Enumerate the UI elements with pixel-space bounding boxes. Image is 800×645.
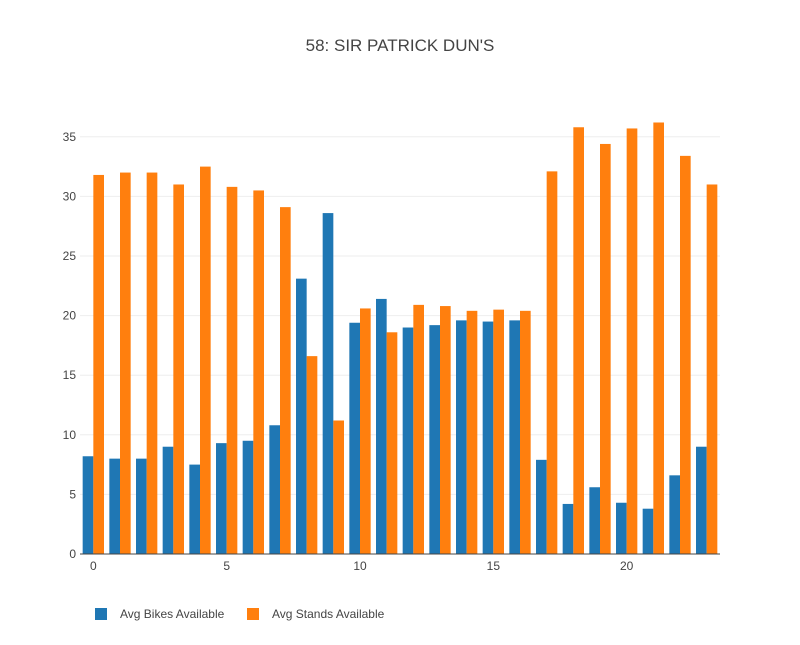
bar-stands-hour-12[interactable] <box>413 304 424 554</box>
bar-bikes-hour-11[interactable] <box>376 298 387 554</box>
bar-bikes-hour-5[interactable] <box>216 443 227 554</box>
bar-stands-hour-9[interactable] <box>333 420 344 554</box>
y-tick-label: 35 <box>63 130 77 144</box>
x-tick-label: 0 <box>90 559 97 573</box>
bar-bikes-hour-12[interactable] <box>402 327 414 554</box>
bar-bikes-hour-2[interactable] <box>136 458 147 554</box>
y-tick-label: 5 <box>69 487 76 501</box>
bar-bikes-hour-4[interactable] <box>189 464 200 554</box>
bar-stands-hour-2[interactable] <box>146 172 158 554</box>
bar-bikes-hour-23[interactable] <box>696 446 707 554</box>
legend[interactable]: Avg Bikes Available Avg Stands Available <box>95 607 385 621</box>
legend-swatch <box>247 608 259 620</box>
bar-bikes-hour-10[interactable] <box>349 322 360 554</box>
bar-bikes-hour-18[interactable] <box>562 503 574 554</box>
y-axis-ticks: 0 5 10 15 20 25 30 35 <box>63 130 77 561</box>
bar-stands-hour-6[interactable] <box>253 190 264 554</box>
bar-bikes-hour-15[interactable] <box>482 321 494 554</box>
x-tick-label: 15 <box>487 559 501 573</box>
bar-bikes-hour-21[interactable] <box>642 508 654 554</box>
bar-bikes-hour-13[interactable] <box>429 325 440 554</box>
bar-stands-hour-21[interactable] <box>653 122 664 554</box>
bar-stands-hour-7[interactable] <box>280 207 291 555</box>
grid-lines <box>80 136 720 495</box>
bar-bikes-hour-17[interactable] <box>536 459 547 554</box>
y-tick-label: 25 <box>63 249 77 263</box>
chart-title: 58: SIR PATRICK DUN'S <box>306 36 495 55</box>
bars <box>82 122 718 555</box>
bar-stands-hour-5[interactable] <box>226 186 238 554</box>
legend-swatch <box>95 608 107 620</box>
y-tick-label: 10 <box>63 428 77 442</box>
legend-item-bikes[interactable]: Avg Bikes Available <box>95 607 225 621</box>
bar-stands-hour-3[interactable] <box>173 184 184 555</box>
bar-stands-hour-14[interactable] <box>466 310 478 554</box>
y-tick-label: 30 <box>63 189 77 203</box>
y-tick-label: 20 <box>63 309 77 323</box>
bar-bikes-hour-8[interactable] <box>296 278 307 554</box>
bar-stands-hour-15[interactable] <box>493 309 504 554</box>
bar-stands-hour-23[interactable] <box>706 184 718 555</box>
x-tick-label: 20 <box>620 559 634 573</box>
y-tick-label: 15 <box>63 368 77 382</box>
bar-stands-hour-18[interactable] <box>573 127 584 554</box>
bar-bikes-hour-19[interactable] <box>589 487 600 554</box>
bar-stands-hour-22[interactable] <box>680 155 691 554</box>
bar-stands-hour-17[interactable] <box>546 171 558 555</box>
bar-stands-hour-13[interactable] <box>440 306 451 554</box>
x-tick-label: 10 <box>353 559 367 573</box>
bar-stands-hour-16[interactable] <box>520 310 531 554</box>
bar-bikes-hour-0[interactable] <box>82 456 94 554</box>
bar-bikes-hour-14[interactable] <box>456 320 467 554</box>
bar-stands-hour-4[interactable] <box>200 166 211 554</box>
bar-bikes-hour-7[interactable] <box>269 425 280 554</box>
bar-bikes-hour-3[interactable] <box>162 446 174 554</box>
bar-bikes-hour-6[interactable] <box>242 440 254 554</box>
legend-label: Avg Bikes Available <box>120 607 225 621</box>
x-axis-ticks: 0 5 10 15 20 <box>90 559 634 573</box>
bar-bikes-hour-20[interactable] <box>616 502 627 554</box>
bar-stands-hour-8[interactable] <box>306 356 318 554</box>
bar-bikes-hour-9[interactable] <box>322 213 334 554</box>
bar-stands-hour-20[interactable] <box>626 128 638 554</box>
bar-stands-hour-11[interactable] <box>386 332 398 554</box>
legend-item-stands[interactable]: Avg Stands Available <box>247 607 385 621</box>
x-tick-label: 5 <box>223 559 230 573</box>
bar-bikes-hour-16[interactable] <box>509 320 520 554</box>
y-tick-label: 0 <box>69 547 76 561</box>
bar-stands-hour-10[interactable] <box>360 308 371 554</box>
bar-bikes-hour-1[interactable] <box>109 458 120 554</box>
legend-label: Avg Stands Available <box>272 607 385 621</box>
bar-bikes-hour-22[interactable] <box>669 475 680 554</box>
bar-stands-hour-0[interactable] <box>93 174 104 554</box>
bar-stands-hour-1[interactable] <box>120 172 131 554</box>
bar-stands-hour-19[interactable] <box>600 143 611 554</box>
